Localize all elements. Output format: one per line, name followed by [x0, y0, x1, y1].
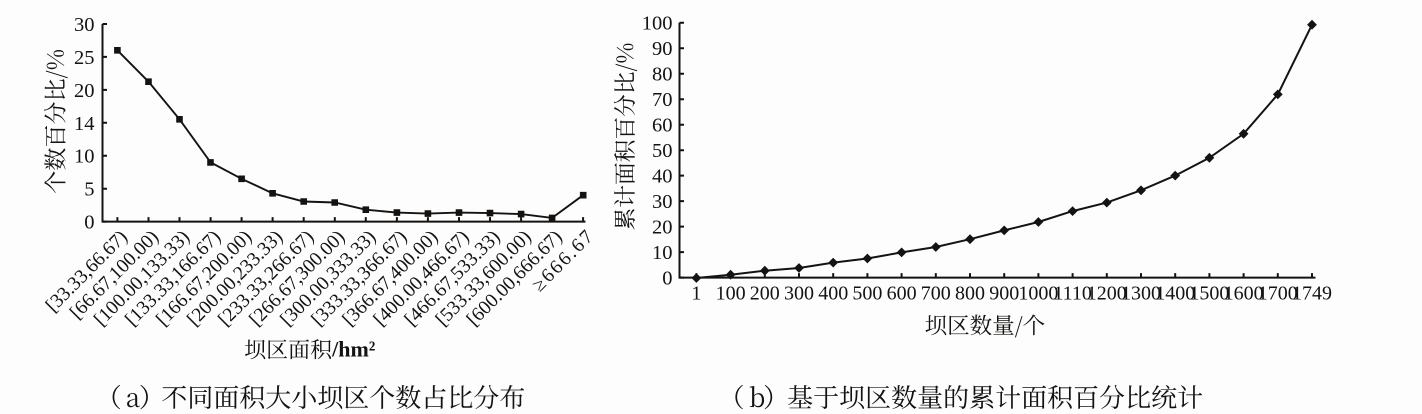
svg-text:1500: 1500: [1189, 283, 1229, 305]
svg-text:10: 10: [652, 242, 673, 264]
svg-text:30: 30: [74, 14, 95, 36]
svg-text:10: 10: [74, 146, 95, 168]
svg-text:900: 900: [989, 283, 1019, 305]
svg-text:/hm²: /hm²: [331, 337, 376, 362]
svg-text:400: 400: [818, 283, 848, 305]
svg-text:1400: 1400: [1155, 283, 1195, 305]
svg-text:700: 700: [921, 283, 951, 305]
svg-text:600: 600: [887, 283, 917, 305]
svg-text:40: 40: [652, 166, 673, 188]
svg-text:20: 20: [652, 217, 673, 239]
svg-text:1000: 1000: [1018, 283, 1058, 305]
svg-text:0: 0: [662, 268, 672, 290]
svg-text:1700: 1700: [1258, 283, 1298, 305]
svg-text:100: 100: [642, 13, 673, 35]
svg-text:1600: 1600: [1224, 283, 1264, 305]
svg-text:200: 200: [750, 283, 780, 305]
svg-text:20: 20: [74, 80, 95, 102]
svg-text:500: 500: [852, 283, 882, 305]
svg-text:0: 0: [84, 212, 94, 234]
svg-text:1110: 1110: [1053, 283, 1092, 305]
svg-text:1200: 1200: [1087, 283, 1127, 305]
svg-text:14: 14: [74, 113, 95, 135]
svg-text:5: 5: [84, 179, 94, 201]
svg-text:70: 70: [652, 89, 673, 111]
svg-text:1: 1: [691, 283, 701, 305]
svg-text:25: 25: [74, 47, 95, 69]
svg-text:300: 300: [784, 283, 814, 305]
svg-text:80: 80: [652, 64, 673, 86]
svg-text:1749: 1749: [1292, 283, 1332, 305]
svg-text:90: 90: [652, 38, 673, 60]
svg-text:100: 100: [716, 283, 746, 305]
svg-text:60: 60: [652, 115, 673, 137]
svg-text:1300: 1300: [1121, 283, 1161, 305]
svg-text:800: 800: [955, 283, 985, 305]
svg-text:50: 50: [652, 140, 673, 162]
svg-text:30: 30: [652, 191, 673, 213]
